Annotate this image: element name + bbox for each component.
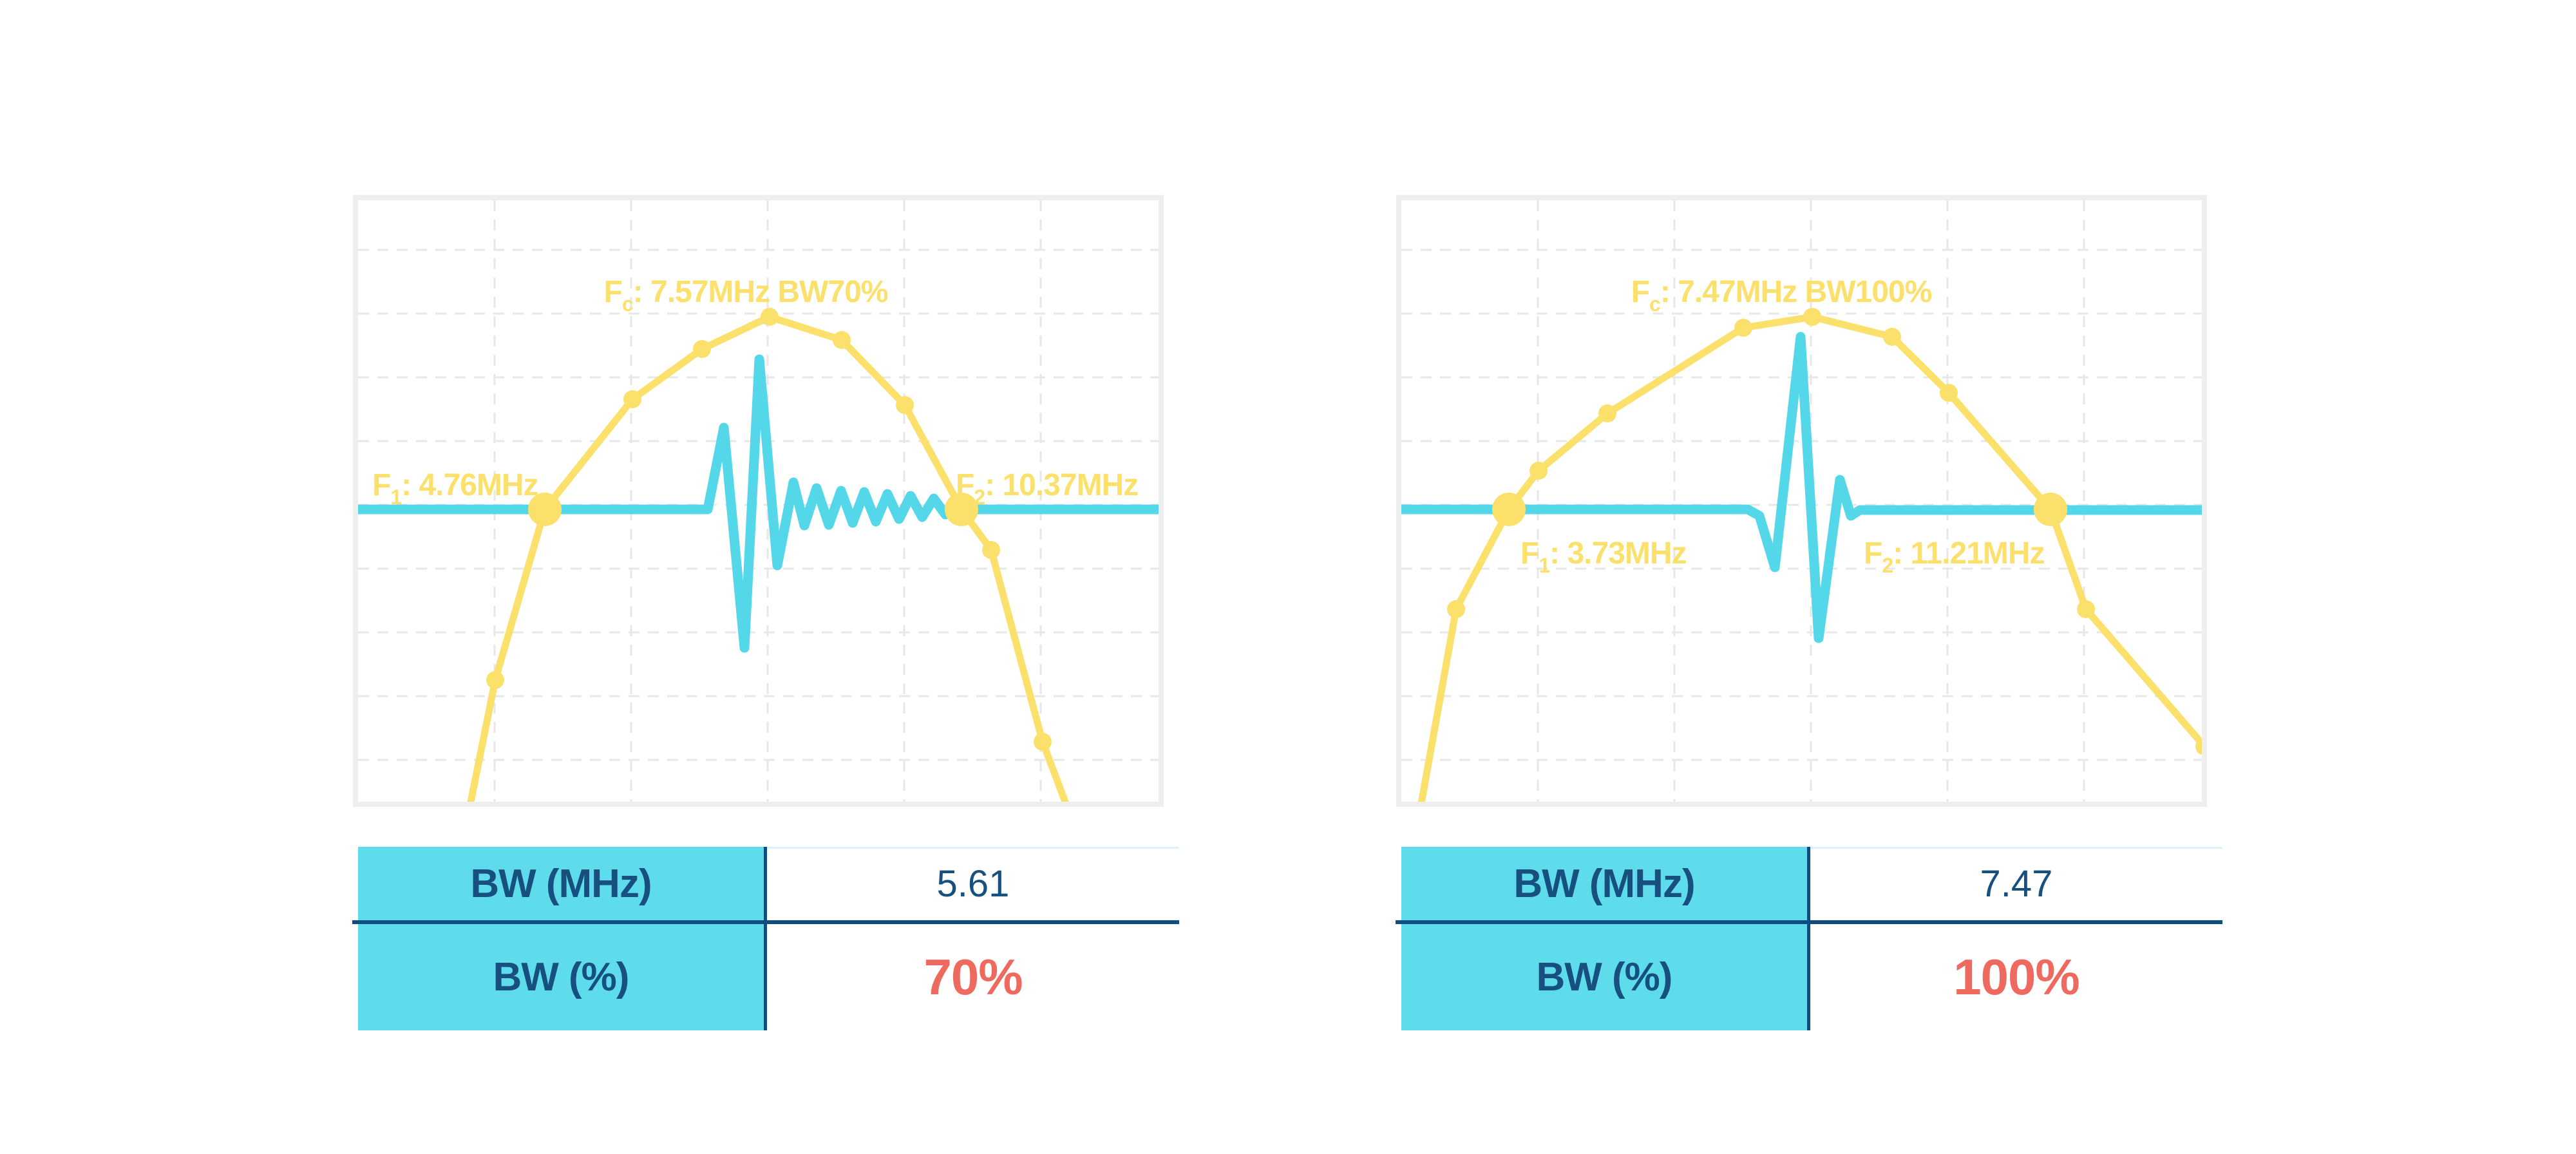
cutoff-point-marker	[2034, 493, 2067, 526]
bw-table-narrowband: BW (MHz) 5.61 BW (%) 70%	[352, 847, 1185, 1030]
data-point-marker	[761, 308, 779, 326]
bw-pct-value-cell: 70%	[923, 949, 1023, 1005]
fc-label: Fc: 7.47MHz BW100%	[1631, 275, 1932, 316]
cutoff-point-marker	[1492, 493, 1526, 526]
data-point-marker	[1940, 384, 1958, 402]
chart-broadband: Fc: 7.47MHz BW100% F1: 3.73MHz F2: 11.21MH…	[1396, 195, 2207, 807]
f2-label: F2: 11.21MHz	[1864, 536, 2045, 577]
fc-label: Fc: 7.57MHz BW70%	[604, 275, 888, 316]
data-point-marker	[1598, 404, 1616, 422]
column-divider-line	[1807, 847, 1810, 1030]
data-point-marker	[1530, 462, 1548, 480]
chart-broadband-plot: Fc: 7.47MHz BW100% F1: 3.73MHz F2: 11.21MH…	[1401, 200, 2202, 802]
cutoff-point-marker	[528, 493, 562, 526]
data-point-marker	[982, 541, 1000, 559]
cutoff-point-marker	[945, 493, 978, 526]
spectrum-curve	[467, 313, 1069, 802]
data-point-marker	[1883, 328, 1901, 346]
bw-pct-label-cell: BW (%)	[1401, 924, 1807, 1030]
chart-narrowband: Fc: 7.57MHz BW70% F1: 4.76MHz F2: 10.37MHz	[353, 195, 1164, 807]
bw-pct-label-cell: BW (%)	[358, 924, 764, 1030]
data-point-marker	[1447, 600, 1465, 618]
data-point-marker	[693, 340, 711, 358]
bw-mhz-label-cell: BW (MHz)	[1401, 847, 1807, 920]
spectrum-curve	[1417, 313, 2202, 802]
pulse-curve	[1401, 332, 2202, 643]
data-point-marker	[623, 390, 641, 408]
chart-narrowband-plot: Fc: 7.57MHz BW70% F1: 4.76MHz F2: 10.37MHz	[358, 200, 1159, 802]
data-point-marker	[1034, 733, 1052, 751]
bw-mhz-value-cell: 7.47	[1980, 862, 2053, 905]
bw-mhz-value-cell: 5.61	[936, 862, 1010, 905]
data-point-marker	[1734, 319, 1752, 337]
bw-mhz-label-cell: BW (MHz)	[358, 847, 764, 920]
data-point-marker	[486, 671, 504, 689]
bw-table-broadband: BW (MHz) 7.47 BW (%) 100%	[1396, 847, 2228, 1030]
f1-label: F1: 4.76MHz	[372, 468, 538, 509]
data-point-marker	[1803, 308, 1821, 326]
value-column-topline	[1807, 847, 2222, 849]
data-point-marker	[2077, 600, 2095, 618]
data-point-marker	[896, 396, 914, 414]
bw-pct-value-cell: 100%	[1953, 949, 2080, 1005]
pulse-curve	[358, 354, 1159, 653]
data-point-marker	[833, 331, 851, 349]
column-divider-line	[764, 847, 767, 1030]
data-point-marker	[2195, 737, 2202, 755]
f2-label: F2: 10.37MHz	[956, 468, 1138, 509]
value-column-topline	[764, 847, 1179, 849]
f1-label: F1: 3.73MHz	[1520, 536, 1687, 577]
